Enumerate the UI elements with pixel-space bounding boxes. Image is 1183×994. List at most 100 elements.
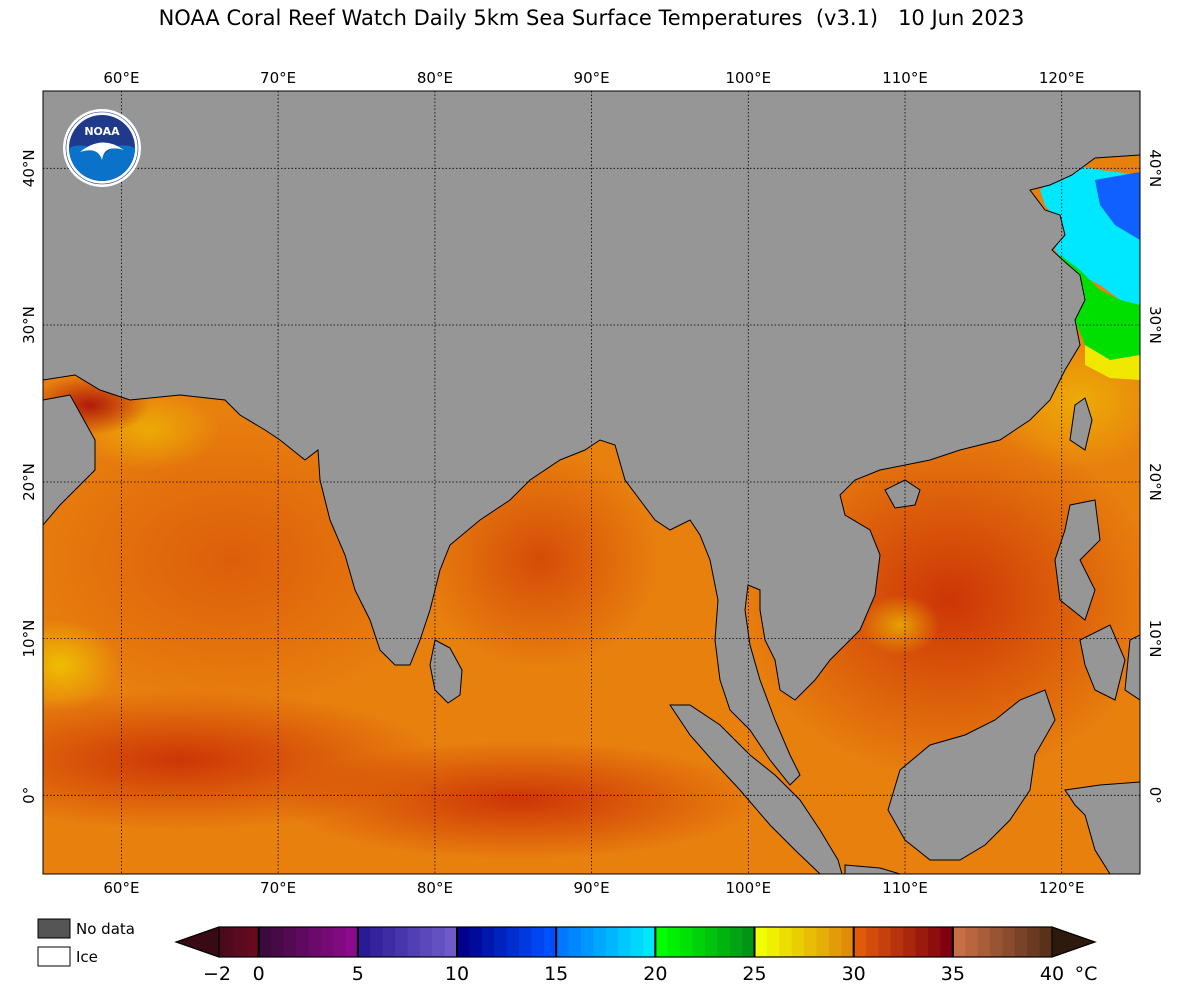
colorbar: −2 0 5 10 15 20 25 30 35 40 °C: [174, 926, 1097, 985]
colorbar-cell: [1014, 927, 1028, 957]
colorbar-cell: [754, 927, 768, 957]
colorbar-cell: [804, 927, 818, 957]
colorbar-cell: [233, 927, 240, 957]
colorbar-cell: [357, 927, 371, 957]
colorbar-cell: [219, 927, 225, 957]
colorbar-cell: [903, 927, 917, 957]
colorbar-cell: [853, 927, 867, 957]
colorbar-cell: [680, 927, 694, 957]
colorbar-cell: [717, 927, 731, 957]
colorbar-cell: [432, 927, 446, 957]
colorbar-cell: [320, 927, 334, 957]
legend: No data Ice: [37, 918, 135, 967]
lat-label: 0°: [20, 787, 38, 804]
colorbar-cell: [543, 927, 557, 957]
lat-label: 40°N: [1146, 149, 1164, 187]
colorbar-cell: [506, 927, 520, 957]
lat-labels-left: 40°N 30°N 20°N 10°N 0°: [20, 149, 38, 803]
lat-labels-right: 40°N 30°N 20°N 10°N 0°: [1146, 149, 1164, 803]
lon-label: 120°E: [1039, 879, 1085, 897]
colorbar-cell: [940, 927, 954, 957]
colorbar-cell: [253, 927, 260, 957]
colorbar-tick-labels: −2 0 5 10 15 20 25 30 35 40: [203, 963, 1064, 985]
colorbar-cell: [766, 927, 780, 957]
colorbar-cell: [243, 927, 250, 957]
lat-label: 10°N: [20, 620, 38, 658]
colorbar-cell: [816, 927, 830, 957]
lat-label: 10°N: [1146, 620, 1164, 658]
lat-label: 20°N: [20, 463, 38, 501]
colorbar-tick-label: 25: [742, 963, 766, 985]
colorbar-cell: [1027, 927, 1041, 957]
colorbar-cell: [841, 927, 855, 957]
colorbar-cell: [878, 927, 892, 957]
colorbar-tick-label: 35: [941, 963, 965, 985]
colorbar-cell: [1039, 927, 1053, 957]
colorbar-cell: [308, 927, 322, 957]
ice-swatch: [37, 946, 71, 967]
no-data-label: No data: [76, 920, 135, 938]
colorbar-cell: [333, 927, 347, 957]
colorbar-cell: [531, 927, 545, 957]
lon-label: 100°E: [725, 69, 771, 87]
colorbar-cell: [580, 927, 594, 957]
colorbar-cell: [791, 927, 805, 957]
lon-labels-top: 60°E 70°E 80°E 90°E 100°E 110°E 120°E: [103, 69, 1084, 87]
colorbar-cell: [407, 927, 421, 957]
map-frame: [42, 90, 1141, 875]
colorbar-tick-label: 10: [445, 963, 469, 985]
colorbar-cell: [258, 927, 272, 957]
lat-label: 30°N: [1146, 306, 1164, 344]
colorbar-cell: [642, 927, 656, 957]
colorbar-cell: [271, 927, 285, 957]
lon-label: 80°E: [417, 69, 453, 87]
lat-label: 0°: [1146, 787, 1164, 804]
colorbar-cell: [238, 927, 245, 957]
noaa-logo: NOAA: [63, 109, 141, 187]
colorbar-tick-label: 5: [352, 963, 364, 985]
lon-label: 110°E: [882, 879, 928, 897]
lon-label: 100°E: [725, 879, 771, 897]
lon-label: 70°E: [260, 69, 296, 87]
colorbar-cell: [494, 927, 508, 957]
colorbar-cell: [742, 927, 756, 957]
colorbar-segments: [219, 927, 1053, 957]
colorbar-cell: [395, 927, 409, 957]
colorbar-cell: [419, 927, 433, 957]
graticule: [43, 91, 1140, 874]
colorbar-cell: [223, 927, 230, 957]
colorbar-cell: [1002, 927, 1016, 957]
colorbar-tick-label: −2: [203, 963, 231, 985]
colorbar-cell: [283, 927, 297, 957]
colorbar-cell: [382, 927, 396, 957]
no-data-swatch: [37, 918, 71, 939]
colorbar-max-arrow: [1052, 927, 1095, 957]
colorbar-min-arrow: [176, 927, 219, 957]
colorbar-cell: [667, 927, 681, 957]
lat-label: 30°N: [20, 306, 38, 344]
colorbar-cell: [866, 927, 880, 957]
colorbar-cell: [990, 927, 1004, 957]
colorbar-cell: [370, 927, 384, 957]
colorbar-cell: [248, 927, 255, 957]
ice-label: Ice: [76, 948, 98, 966]
colorbar-cell: [828, 927, 842, 957]
colorbar-cell: [890, 927, 904, 957]
colorbar-cell: [928, 927, 942, 957]
lon-label: 70°E: [260, 879, 296, 897]
lat-label: 20°N: [1146, 463, 1164, 501]
lon-label: 60°E: [103, 69, 139, 87]
colorbar-cell: [605, 927, 619, 957]
colorbar-tick-label: 40: [1040, 963, 1064, 985]
colorbar-cell: [952, 927, 966, 957]
colorbar-cell: [965, 927, 979, 957]
lon-label: 90°E: [574, 879, 610, 897]
colorbar-cell: [655, 927, 669, 957]
colorbar-cell: [469, 927, 483, 957]
colorbar-cell: [444, 927, 458, 957]
colorbar-cell: [593, 927, 607, 957]
colorbar-cell: [779, 927, 793, 957]
lon-label: 120°E: [1039, 69, 1085, 87]
colorbar-cell: [228, 927, 235, 957]
